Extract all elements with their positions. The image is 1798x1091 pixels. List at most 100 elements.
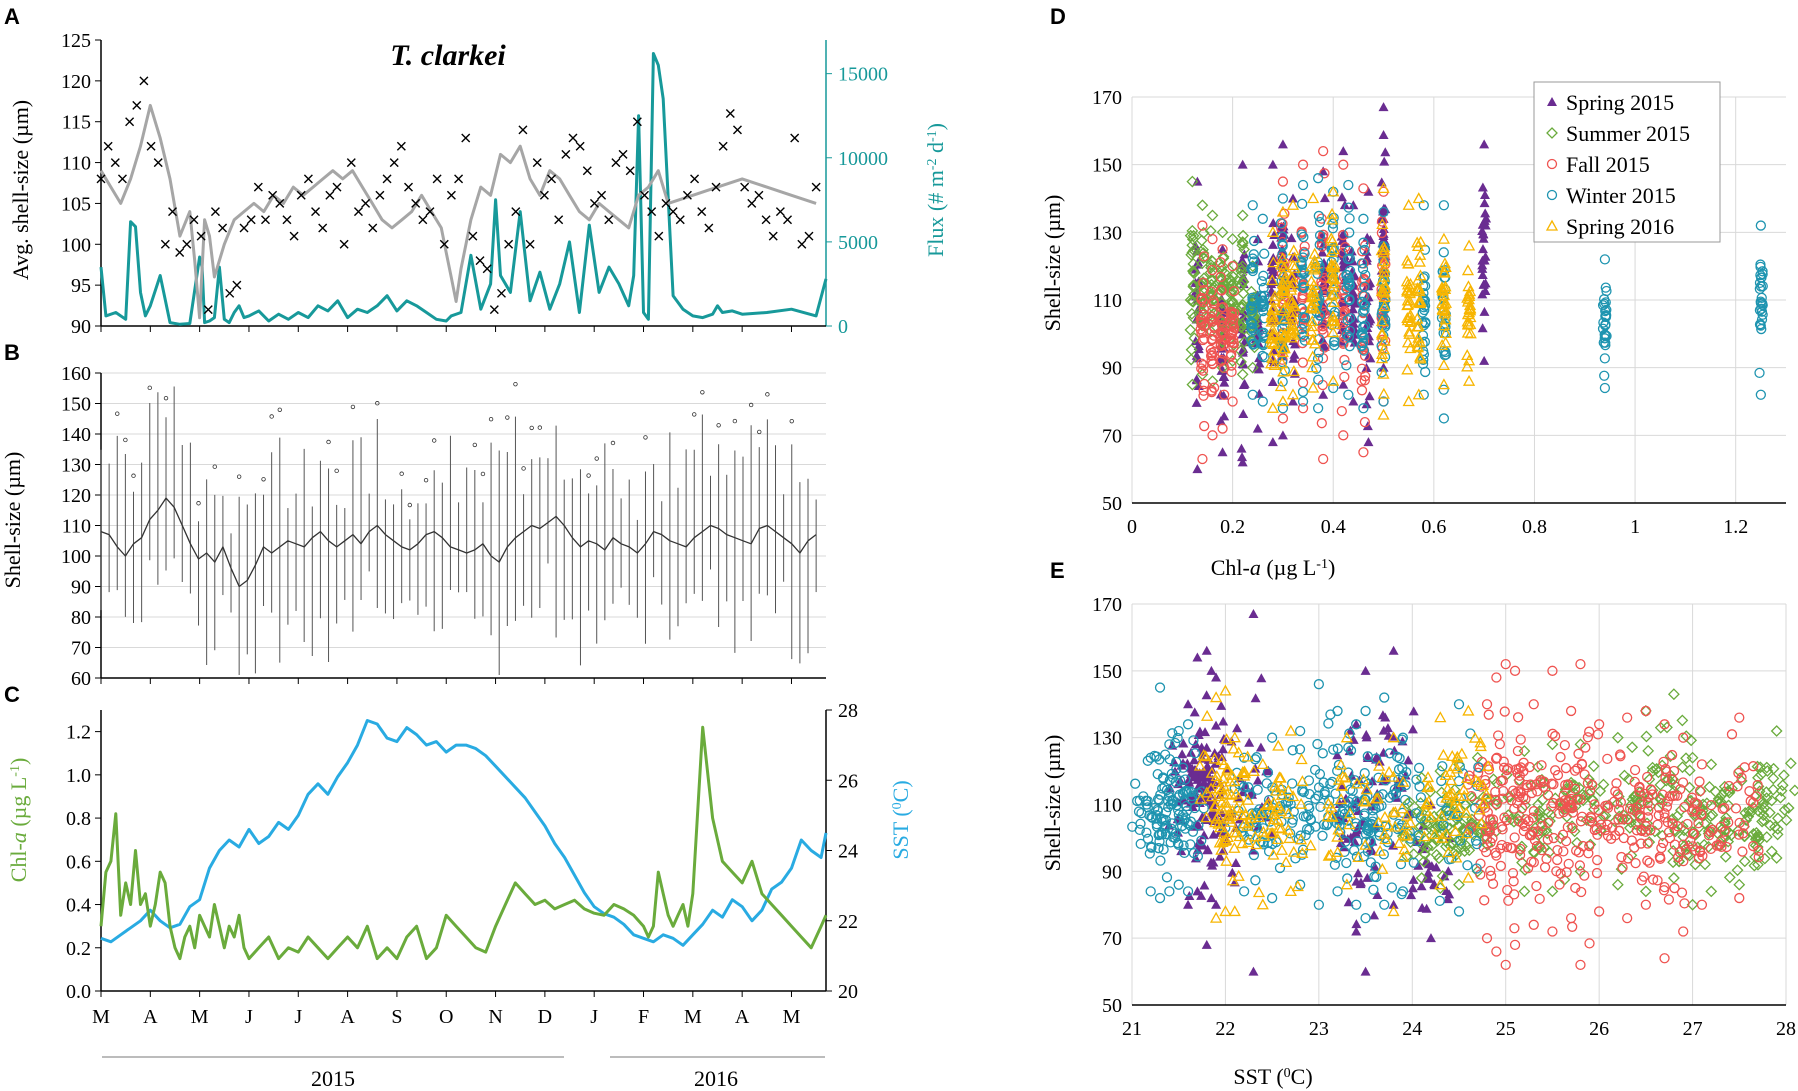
summer-2015-marker [1726, 782, 1738, 795]
spring-2016-marker [1421, 771, 1435, 783]
spring-2015-marker [1477, 255, 1488, 265]
spring-2015-marker [1218, 371, 1229, 381]
circle-marker [1466, 822, 1477, 833]
outlier-marker [700, 390, 705, 395]
spring-2016-marker [1325, 271, 1338, 283]
circle-marker [1599, 382, 1611, 394]
spring-2016-marker [1455, 747, 1468, 759]
shell-size-x-marker [575, 141, 585, 151]
shell-size-x-marker [690, 174, 700, 184]
spring-2016-marker [1265, 827, 1278, 839]
circle-marker [1142, 755, 1153, 766]
summer-2015-marker [1186, 378, 1199, 391]
circle-marker [1657, 789, 1668, 800]
summer-2015-marker [1699, 817, 1711, 830]
circle-marker [1446, 853, 1457, 865]
circle-marker [1188, 848, 1199, 859]
summer-2015-marker [1541, 827, 1554, 840]
outlier-marker [757, 429, 762, 435]
spring-2016-marker [1287, 328, 1300, 340]
summer-2015-marker [1774, 791, 1787, 804]
circle-marker [1156, 816, 1168, 827]
summer-2015-marker [1246, 361, 1259, 374]
legend-entry: Spring 2015 [1566, 90, 1674, 115]
circle-marker [1599, 370, 1610, 381]
summer-2015-marker [1752, 805, 1765, 817]
circle-marker [1635, 812, 1646, 823]
summer-2015-marker [1235, 355, 1247, 368]
spring-2016-marker [1372, 816, 1385, 828]
circle-marker [1552, 769, 1564, 781]
circle-marker [1531, 841, 1543, 852]
summer-2015-marker [1194, 245, 1207, 258]
spring-2015-marker [1477, 219, 1488, 229]
circle-marker [1413, 830, 1424, 841]
shell-size-x-marker [446, 190, 456, 200]
circle-marker [1615, 797, 1626, 808]
spring-2016-marker [1221, 764, 1234, 776]
circle-marker [1601, 304, 1612, 316]
spring-2016-marker [1256, 758, 1269, 770]
spring-2016-marker [1282, 823, 1295, 835]
spring-2016-marker [1377, 343, 1390, 355]
circle-marker [1473, 762, 1484, 773]
shell-size-x-marker [318, 223, 328, 233]
circle-marker [1330, 803, 1341, 815]
spring-2016-marker [1224, 775, 1237, 787]
circle-marker [1555, 751, 1566, 763]
spring-2016-marker [1325, 289, 1338, 301]
summer-2015-marker [1188, 332, 1201, 345]
panel-e-chart: Shell-size (µm) SST (0C) 507090110130150… [1040, 594, 1798, 1089]
circle-marker [1502, 763, 1514, 774]
summer-2015-marker [1770, 725, 1783, 737]
summer-2015-marker [1740, 814, 1753, 827]
circle-marker [1567, 921, 1578, 932]
circle-marker [1723, 817, 1734, 828]
circle-marker [1606, 833, 1617, 844]
spring-2015-marker [1345, 725, 1356, 735]
panel-label-d: D [1050, 4, 1066, 29]
circle-marker [1277, 250, 1288, 261]
circle-marker [1434, 895, 1445, 907]
circle-marker [1215, 315, 1227, 326]
shell-size-x-marker [783, 215, 793, 225]
summer-2015-marker [1218, 266, 1231, 279]
outlier-marker [236, 474, 242, 479]
spring-2016-marker [1228, 731, 1241, 743]
panel-b-ylabel: Shell-size (µm) [0, 452, 25, 589]
circle-marker [1378, 206, 1389, 218]
circle-marker [1247, 253, 1258, 264]
circle-marker [1156, 829, 1168, 840]
circle-marker [1755, 320, 1766, 331]
circle-marker [1656, 842, 1667, 854]
circle-marker [1595, 814, 1606, 825]
spring-2015-marker [1267, 437, 1278, 447]
summer-2015-marker [1626, 741, 1639, 754]
shell-size-x-marker [303, 174, 313, 184]
summer-2015-marker [1519, 864, 1531, 876]
spring-2016-marker [1326, 310, 1340, 322]
summer-2015-marker [1751, 760, 1764, 773]
circle-marker [1359, 417, 1371, 428]
spring-2016-marker [1378, 810, 1392, 822]
circle-marker [1491, 672, 1502, 683]
circle-marker [1154, 754, 1165, 765]
spring-2016-marker [1277, 278, 1290, 290]
circle-marker [1659, 808, 1670, 819]
summer-2015-marker [1722, 826, 1735, 838]
summer-2015-marker [1205, 325, 1217, 338]
circle-marker [1565, 912, 1577, 924]
spring-2016-marker [1461, 315, 1474, 327]
spring-2015-marker [1408, 874, 1419, 884]
circle-marker [1344, 227, 1355, 238]
spring-2016-marker [1463, 299, 1477, 311]
spring-2015-marker [1215, 416, 1226, 426]
spring-2015-marker [1267, 159, 1278, 169]
spring-2016-marker [1377, 387, 1390, 399]
circle-marker [1196, 363, 1207, 374]
circle-marker [1753, 851, 1764, 863]
circle-marker [1255, 338, 1267, 349]
summer-2015-marker [1767, 783, 1780, 796]
circle-marker [1534, 893, 1545, 904]
circle-marker [1365, 857, 1377, 868]
